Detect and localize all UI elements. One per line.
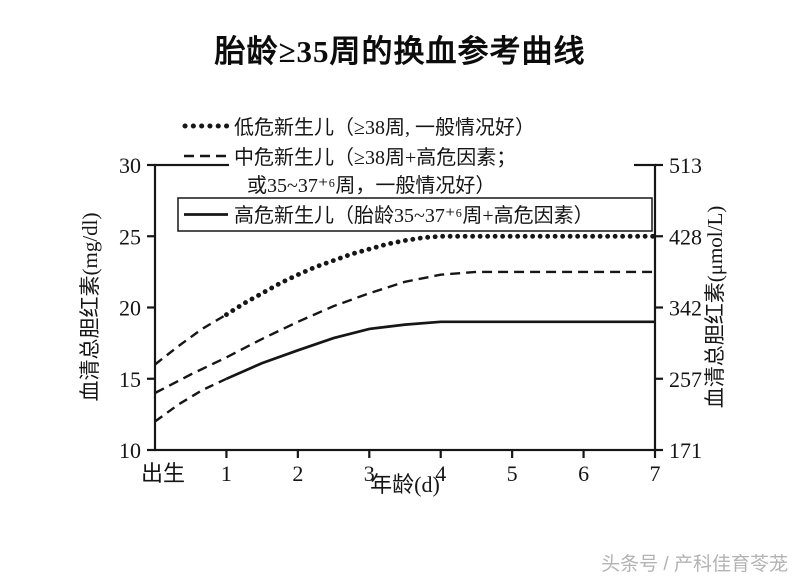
y-tick-label-left: 10 xyxy=(119,438,141,463)
chart-title: 胎龄≥35周的换血参考曲线 xyxy=(214,34,586,69)
x-tick-label: 7 xyxy=(650,461,661,486)
y-tick-label-right: 342 xyxy=(669,296,702,321)
y-tick-label-left: 20 xyxy=(119,296,141,321)
y-tick-label-right: 257 xyxy=(669,367,702,392)
legend-label-medium-risk-line2: 或35~37⁺⁶周，一般情况好） xyxy=(247,174,495,197)
y-tick-label-right: 171 xyxy=(669,438,702,463)
x-tick-label: 3 xyxy=(364,461,375,486)
y-tick-label-left: 30 xyxy=(119,153,141,178)
x-tick-label: 2 xyxy=(292,461,303,486)
x-tick-label: 出生 xyxy=(141,461,185,486)
x-tick-label: 5 xyxy=(507,461,518,486)
y-axis-title-left: 血清总胆红素(mg/dl) xyxy=(78,213,102,402)
curve-lead-dashed-2 xyxy=(154,377,227,423)
y-tick-label-left: 25 xyxy=(119,224,141,249)
x-axis-title: 年龄(d) xyxy=(370,472,440,497)
legend-line-bg xyxy=(229,147,634,172)
y-axis-title-right: 血清总胆红素(μmol/L) xyxy=(703,206,727,409)
y-tick-label-right: 428 xyxy=(669,224,702,249)
y-tick-label-left: 15 xyxy=(119,367,141,392)
legend-box xyxy=(177,197,653,232)
legend-label-high-risk: 高危新生儿（胎龄35~37⁺⁶周+高危因素） xyxy=(234,204,594,227)
watermark: 头条号 / 产科佳育苓茏 xyxy=(601,554,788,575)
curve-lead-dashed-0 xyxy=(154,313,228,366)
x-tick-label: 4 xyxy=(435,461,446,486)
legend-label-low-risk: 低危新生儿（≥38周, 一般情况好） xyxy=(234,116,535,139)
curve-dotted xyxy=(224,233,658,317)
legend-label-medium-risk-line1: 中危新生儿（≥38周+高危因素； xyxy=(234,146,516,169)
curve-solid xyxy=(225,320,655,381)
legend-line-bg xyxy=(239,174,579,197)
y-tick-label-right: 513 xyxy=(669,153,702,178)
x-tick-label: 6 xyxy=(578,461,589,486)
curve-dashed xyxy=(154,270,655,395)
x-tick-label: 1 xyxy=(221,461,232,486)
